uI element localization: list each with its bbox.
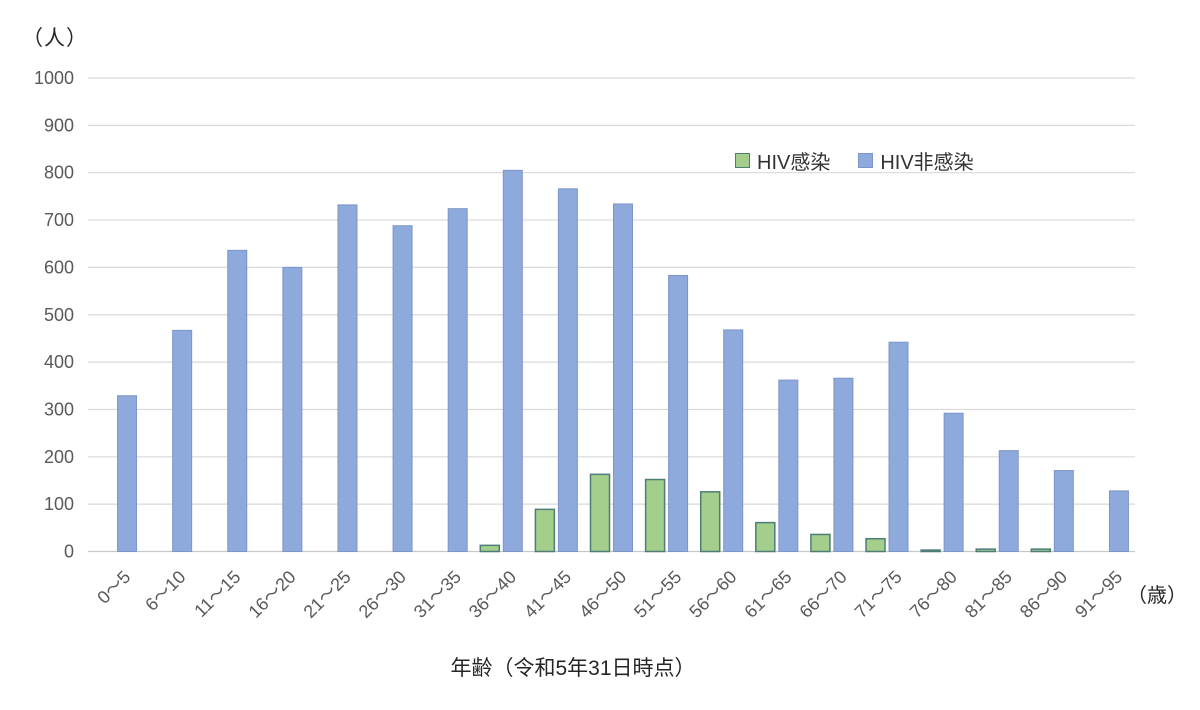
legend-item-hiv-negative: HIV非感染 (858, 146, 974, 175)
legend-swatch-hiv-positive-icon (735, 153, 750, 168)
x-tick-label: 66～70 (796, 567, 851, 622)
x-tick-label: 31～35 (410, 567, 465, 622)
bar-hiv-positive-36～40 (479, 544, 501, 553)
bar-hiv-positive-81～85 (975, 548, 996, 553)
y-tick-label: 800 (44, 163, 74, 183)
bar-hiv-negative-6～10 (172, 329, 193, 552)
x-tick-label: 86～90 (1016, 567, 1071, 622)
y-axis-unit-label: （人） (22, 27, 88, 50)
bar-hiv-negative-81～85 (998, 450, 1019, 552)
x-tick-label: 36～40 (465, 567, 520, 622)
bar-hiv-negative-76～80 (943, 412, 964, 552)
bar-hiv-negative-16～20 (282, 266, 303, 552)
bar-hiv-negative-31～35 (447, 208, 468, 552)
bar-hiv-negative-11～15 (227, 249, 248, 552)
bar-hiv-negative-66～70 (833, 377, 854, 552)
bar-hiv-negative-26～30 (392, 225, 413, 552)
y-tick-label: 400 (44, 352, 74, 372)
legend-item-hiv-positive: HIV感染 (735, 146, 830, 175)
x-tick-label: 61～65 (740, 567, 795, 622)
bar-hiv-negative-21～25 (337, 204, 358, 552)
x-tick-label: 51～55 (630, 567, 685, 622)
x-tick-label: 56～60 (685, 567, 740, 622)
bar-hiv-negative-56～60 (723, 329, 744, 553)
x-tick-label: 76～80 (906, 567, 961, 622)
x-tick-label: 21～25 (300, 567, 355, 622)
x-tick-label: 91～95 (1071, 567, 1126, 622)
y-tick-label: 300 (44, 399, 74, 419)
legend-label-hiv-negative: HIV非感染 (880, 152, 974, 174)
legend: HIV感染 HIV非感染 (735, 146, 974, 175)
bar-hiv-positive-51～55 (644, 478, 666, 553)
bar-hiv-negative-51～55 (668, 274, 689, 552)
bar-hiv-positive-41～45 (534, 508, 556, 553)
y-tick-label: 700 (44, 210, 74, 230)
y-tick-label: 0 (64, 542, 74, 562)
x-tick-label: 81～85 (961, 567, 1016, 622)
legend-label-hiv-positive: HIV感染 (757, 152, 831, 174)
y-tick-label: 1000 (34, 68, 74, 88)
y-tick-label: 200 (44, 447, 74, 467)
x-tick-label: 11～15 (190, 567, 244, 621)
bar-hiv-positive-86～90 (1030, 548, 1052, 553)
bar-hiv-negative-41～45 (557, 188, 578, 552)
x-tick-label: 0～5 (93, 567, 134, 608)
bar-hiv-negative-91～95 (1108, 490, 1129, 552)
bar-hiv-negative-71～75 (888, 341, 909, 553)
x-tick-label: 46～50 (575, 567, 630, 622)
x-tick-label: 71～75 (851, 567, 906, 622)
bar-hiv-positive-46～50 (589, 473, 611, 553)
bar-hiv-negative-61～65 (778, 379, 799, 552)
x-tick-label: 26～30 (355, 567, 410, 622)
bar-hiv-negative-36～40 (502, 169, 523, 553)
x-tick-label: 16～20 (245, 567, 300, 622)
bar-hiv-positive-76～80 (920, 549, 941, 553)
y-tick-label: 600 (44, 257, 74, 277)
y-tick-label: 100 (44, 494, 74, 514)
bar-hiv-positive-56～60 (699, 491, 721, 553)
bar-hiv-positive-71～75 (865, 537, 886, 553)
bar-hiv-negative-46～50 (613, 203, 633, 553)
bar-hiv-negative-86～90 (1053, 470, 1074, 552)
x-axis-title: 年齢（令和5年31日時点） (450, 657, 696, 680)
y-tick-label: 500 (44, 305, 74, 325)
x-tick-label: 41～45 (520, 567, 575, 622)
bar-hiv-positive-66～70 (810, 533, 831, 553)
y-tick-label: 900 (44, 115, 74, 135)
x-axis-unit-label: （歳） (1127, 585, 1187, 607)
legend-swatch-hiv-negative-icon (858, 153, 874, 168)
x-tick-label: 6～10 (141, 567, 189, 615)
bar-hiv-positive-61～65 (755, 521, 776, 553)
bar-hiv-negative-0～5 (117, 395, 138, 552)
